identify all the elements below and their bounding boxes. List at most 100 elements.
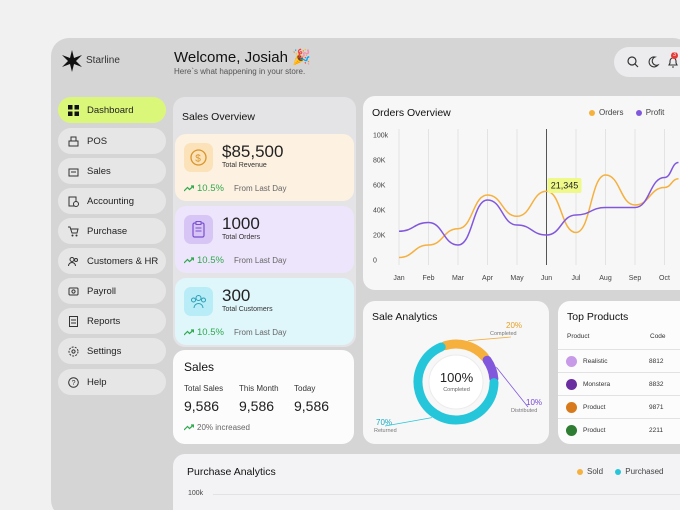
y-tick-label: 60K	[373, 183, 386, 190]
sale-analytics-donut	[384, 336, 529, 427]
returned-percent: 70%	[376, 418, 393, 427]
orders-card[interactable]: 1000 Total Orders 10.5% From Last Day	[175, 206, 354, 273]
search-icon[interactable]	[626, 55, 640, 69]
reports-icon	[69, 315, 78, 327]
table-row[interactable]: Product 2211	[558, 418, 680, 441]
sidebar-item-label: Purchase	[87, 225, 128, 237]
table-row[interactable]: Realistic 8812	[558, 349, 680, 372]
sales-icon	[68, 168, 79, 176]
sidebar-item-settings[interactable]: Settings	[58, 338, 166, 364]
purchase-analytics-card: Purchase Analytics Sold Purchased 100k	[173, 454, 680, 510]
donut-center-value: 100%	[439, 370, 474, 385]
today-label: Today	[294, 384, 316, 393]
donut-center-disc	[428, 354, 484, 410]
returned-slice	[413, 342, 499, 425]
product-name: Product	[583, 404, 606, 411]
customers-trend-value: 10.5%	[197, 327, 224, 338]
x-tick-label: Sep	[629, 275, 642, 282]
product-code: 8832	[649, 381, 664, 388]
sidebar-item-label: Sales	[87, 165, 111, 177]
purchase-analytics-title: Purchase Analytics	[187, 466, 276, 478]
x-tick-label: Jun	[541, 275, 552, 282]
revenue-card[interactable]: $ $85,500 Total Revenue 10.5% From Last …	[175, 134, 354, 201]
product-avatar	[566, 356, 577, 367]
moon-icon[interactable]	[646, 55, 660, 69]
sidebar-item-label: Settings	[87, 345, 122, 357]
clipboard-icon	[184, 215, 213, 244]
distributed-slice	[482, 355, 499, 384]
customers-icon	[184, 287, 213, 316]
orders-since: From Last Day	[234, 256, 287, 265]
orders-series-line	[398, 174, 679, 259]
sidebar-item-purchase[interactable]: Purchase	[58, 218, 166, 244]
purchase-y-tick: 100k	[188, 490, 204, 497]
sales-overview-title: Sales Overview	[182, 111, 255, 123]
sidebar-item-pos[interactable]: POS	[58, 128, 166, 154]
sidebar-item-label: Reports	[87, 315, 121, 327]
sale-analytics-card: Sale Analytics 100% Completed 20% Comple…	[363, 301, 549, 444]
profit-legend-label: Profit	[645, 108, 665, 117]
orders-label: Total Orders	[222, 234, 261, 241]
trend-up-icon	[184, 424, 194, 431]
y-tick-label: 0	[373, 258, 377, 265]
sidebar-item-customers-hr[interactable]: Customers & HR	[58, 248, 166, 274]
sidebar-item-label: POS	[87, 135, 108, 147]
x-tick-label: Feb	[422, 275, 434, 282]
sold-legend-dot	[577, 468, 583, 475]
brand-name: Starline	[86, 55, 120, 66]
y-tick-label: 20K	[373, 233, 386, 240]
profit-series-line	[398, 161, 679, 246]
donut-center-label: Completed	[443, 387, 470, 393]
sidebar-item-label: Accounting	[87, 195, 135, 207]
notification-badge: 3	[671, 52, 678, 59]
trend-up-icon	[184, 257, 194, 264]
x-tick-label: Oct	[659, 275, 670, 282]
welcome-heading: Welcome, Josiah 🎉	[174, 49, 311, 66]
product-avatar	[566, 379, 577, 390]
orders-legend-label: Orders	[599, 108, 624, 117]
top-products-card: Top Products Product Code Realistic 8812 …	[558, 301, 680, 444]
top-products-title: Top Products	[567, 311, 629, 323]
sidebar-item-dashboard[interactable]: Dashboard	[58, 97, 166, 123]
today-value: 9,586	[294, 398, 330, 414]
gear-icon	[68, 346, 79, 356]
completed-slice	[440, 339, 490, 362]
dollar-icon: $	[184, 143, 213, 172]
orders-legend: Orders Profit	[589, 108, 664, 117]
sold-legend-label: Sold	[587, 467, 604, 476]
y-tick-label: 100k	[373, 133, 389, 140]
sale-analytics-title: Sale Analytics	[372, 311, 438, 323]
table-row[interactable]: Product 9871	[558, 395, 680, 418]
this-month-value: 9,586	[239, 398, 275, 414]
product-avatar	[566, 425, 577, 436]
sidebar-item-help[interactable]: ? Help	[58, 369, 166, 395]
header-actions: 3	[614, 47, 680, 77]
customers-since: From Last Day	[234, 328, 287, 337]
sidebar-item-label: Dashboard	[87, 104, 134, 116]
x-tick-label: Mar	[452, 275, 465, 282]
orders-overview-title: Orders Overview	[372, 107, 451, 119]
product-code: 2211	[649, 427, 663, 434]
annotation-badge	[547, 178, 582, 193]
purchased-legend-label: Purchased	[625, 467, 664, 476]
cart-icon	[68, 226, 79, 236]
y-tick-label: 80K	[373, 158, 386, 165]
starburst-logo-icon	[62, 50, 82, 72]
sidebar-item-payroll[interactable]: Payroll	[58, 278, 166, 304]
orders-trend-value: 10.5%	[197, 255, 224, 266]
returned-leader-line	[384, 417, 433, 427]
total-sales-value: 9,586	[184, 398, 220, 414]
grid-icon	[68, 104, 79, 116]
trend-up-icon	[184, 185, 194, 192]
revenue-trend-value: 10.5%	[197, 183, 224, 194]
app-window: Starline Welcome, Josiah 🎉 Here`s what h…	[51, 38, 680, 510]
customers-card[interactable]: 300 Total Customers 10.5% From Last Day	[175, 278, 354, 345]
distributed-label: Distributed	[511, 408, 538, 414]
table-row[interactable]: Monstera 8832	[558, 372, 680, 395]
orders-overview-card: Orders Overview Orders Profit 0 20K 40K 60K…	[363, 96, 680, 290]
sidebar-item-accounting[interactable]: Accounting	[58, 188, 166, 214]
annotation-value: 21,345	[551, 181, 579, 191]
sidebar-item-sales[interactable]: Sales	[58, 158, 166, 184]
product-name: Realistic	[583, 358, 608, 365]
sidebar-item-reports[interactable]: Reports	[58, 308, 166, 334]
